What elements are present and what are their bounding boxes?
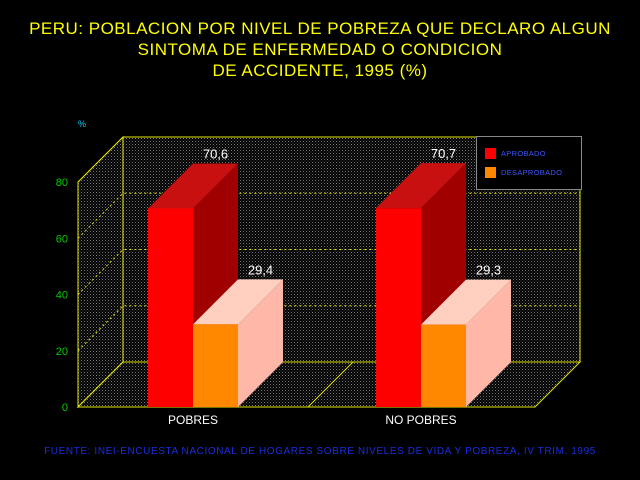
y-axis-unit-label: % [78, 119, 86, 129]
chart-title: PERU: POBLACION POR NIVEL DE POBREZA QUE… [0, 18, 640, 81]
bar-front [148, 208, 193, 407]
y-tick-label: 0 [62, 402, 68, 414]
title-line-3: DE ACCIDENTE, 1995 (%) [212, 61, 428, 80]
legend-swatch-aprobado [485, 147, 496, 159]
bar-front [193, 324, 238, 407]
gridline [77, 192, 580, 239]
data-label: 29,4 [248, 262, 273, 277]
source-note: FUENTE: INEI-ENCUESTA NACIONAL DE HOGARE… [44, 446, 596, 457]
bar-top [193, 279, 283, 325]
x-category-label: POBRES [168, 413, 218, 427]
bar-side [466, 279, 511, 407]
bar-top [421, 279, 511, 325]
data-label: 70,7 [431, 146, 456, 161]
bar-front [376, 208, 421, 407]
gridline [77, 249, 580, 295]
bar-front [421, 324, 466, 407]
y-tick-label: 40 [56, 290, 68, 302]
y-tick-label: 60 [56, 233, 68, 245]
title-line-2: SINTOMA DE ENFERMEDAD O CONDICION [137, 40, 503, 59]
bar-top [148, 163, 238, 209]
gridline [77, 136, 580, 183]
bar-side [238, 279, 283, 407]
title-line-1: PERU: POBLACION POR NIVEL DE POBREZA QUE… [29, 19, 611, 38]
floor-divider [307, 361, 354, 408]
y-tick-label: 80 [56, 177, 68, 189]
y-tick-label: 20 [56, 346, 68, 358]
data-label: 70,6 [203, 146, 228, 161]
bar-desaprobado-pobres [193, 279, 283, 407]
bar-desaprobado-no-pobres [421, 279, 511, 407]
data-label: 29,3 [476, 263, 501, 278]
legend: APROBADO DESAPROBADO [476, 136, 582, 190]
gridline [77, 305, 580, 352]
legend-label-aprobado: APROBADO [501, 148, 546, 158]
x-category-label: NO POBRES [385, 413, 456, 427]
bar-top [376, 163, 466, 209]
legend-item-desaprobado: DESAPROBADO [485, 165, 562, 179]
legend-swatch-desaprobado [485, 166, 496, 178]
legend-item-aprobado: APROBADO [485, 146, 546, 160]
legend-label-desaprobado: DESAPROBADO [501, 167, 563, 177]
